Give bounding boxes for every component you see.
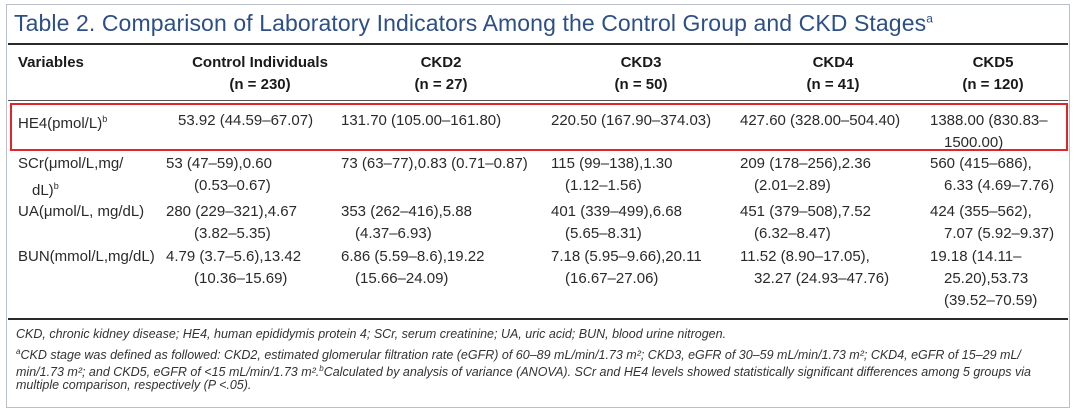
row-bun-ckd3: 7.18 (5.95–9.66),20.11 (16.67–27.06) — [551, 248, 702, 287]
header-ckd3: CKD3 (n = 50) — [614, 54, 668, 93]
header-ckd5: CKD5 (n = 120) — [962, 54, 1024, 93]
top-rule — [8, 43, 1068, 45]
row-he4-ckd3: 220.50 (167.90–374.03) — [551, 112, 712, 129]
row-scr-ckd5: 560 (415–686), 6.33 (4.69–7.76) — [930, 155, 1055, 194]
row-bun-ckd4: 11.52 (8.90–17.05), 32.27 (24.93–47.76) — [740, 248, 890, 287]
table-frame — [6, 4, 1070, 408]
row-bun-ckd5: 19.18 (14.11– 25.20),53.73 (39.52–70.59) — [930, 248, 1038, 309]
header-ckd2: CKD2 (n = 27) — [414, 54, 468, 93]
row-ua-control: 280 (229–321),4.67 (3.82–5.35) — [166, 203, 297, 242]
he4-row-highlight — [10, 103, 1068, 151]
footnote-a-line2: min/1.73 m²; and CKD5, eGFR of <15 mL/mi… — [16, 364, 1031, 380]
row-bun-ckd2: 6.86 (5.59–8.6),19.22 (15.66–24.09) — [341, 248, 485, 287]
row-ua-variable: UA(μmol/L, mg/dL) — [18, 203, 145, 220]
table-title: Table 2. Comparison of Laboratory Indica… — [14, 10, 933, 36]
row-he4-control: 53.92 (44.59–67.07) — [178, 112, 314, 129]
row-ua-ckd2: 353 (262–416),5.88 (4.37–6.93) — [341, 203, 472, 242]
row-he4-ckd2: 131.70 (105.00–161.80) — [341, 112, 502, 129]
row-ua-ckd4: 451 (379–508),7.52 (6.32–8.47) — [740, 203, 871, 242]
row-he4-variable: HE4(pmol/L)b — [18, 114, 108, 132]
row-ua-ckd3: 401 (339–499),6.68 (5.65–8.31) — [551, 203, 682, 242]
row-scr-variable: SCr(μmol/L,mg/ dL)b — [18, 155, 124, 199]
header-variables: Variables — [18, 54, 84, 71]
row-bun-control: 4.79 (3.7–5.6),13.42 (10.36–15.69) — [166, 248, 302, 287]
header-rule — [8, 100, 1068, 101]
row-scr-ckd3: 115 (99–138),1.30 (1.12–1.56) — [551, 155, 673, 194]
footnote-abbreviations: CKD, chronic kidney disease; HE4, human … — [16, 327, 727, 341]
header-ckd4: CKD4 (n = 41) — [806, 54, 860, 93]
row-scr-ckd4: 209 (178–256),2.36 (2.01–2.89) — [740, 155, 871, 194]
row-scr-ckd2: 73 (63–77),0.83 (0.71–0.87) — [341, 155, 528, 172]
bottom-rule — [8, 318, 1068, 320]
row-he4-ckd4: 427.60 (328.00–504.40) — [740, 112, 901, 129]
row-ua-ckd5: 424 (355–562), 7.07 (5.92–9.37) — [930, 203, 1055, 242]
footnote-line3: multiple comparison, respectively (P <.0… — [16, 378, 252, 392]
header-control: Control Individuals (n = 230) — [192, 54, 328, 93]
footnote-a-line1: aCKD stage was defined as followed: CKD2… — [16, 347, 1021, 363]
row-scr-control: 53 (47–59),0.60 (0.53–0.67) — [166, 155, 272, 194]
row-he4-ckd5: 1388.00 (830.83– 1500.00) — [930, 112, 1048, 151]
row-bun-variable: BUN(mmol/L,mg/dL) — [18, 248, 155, 265]
